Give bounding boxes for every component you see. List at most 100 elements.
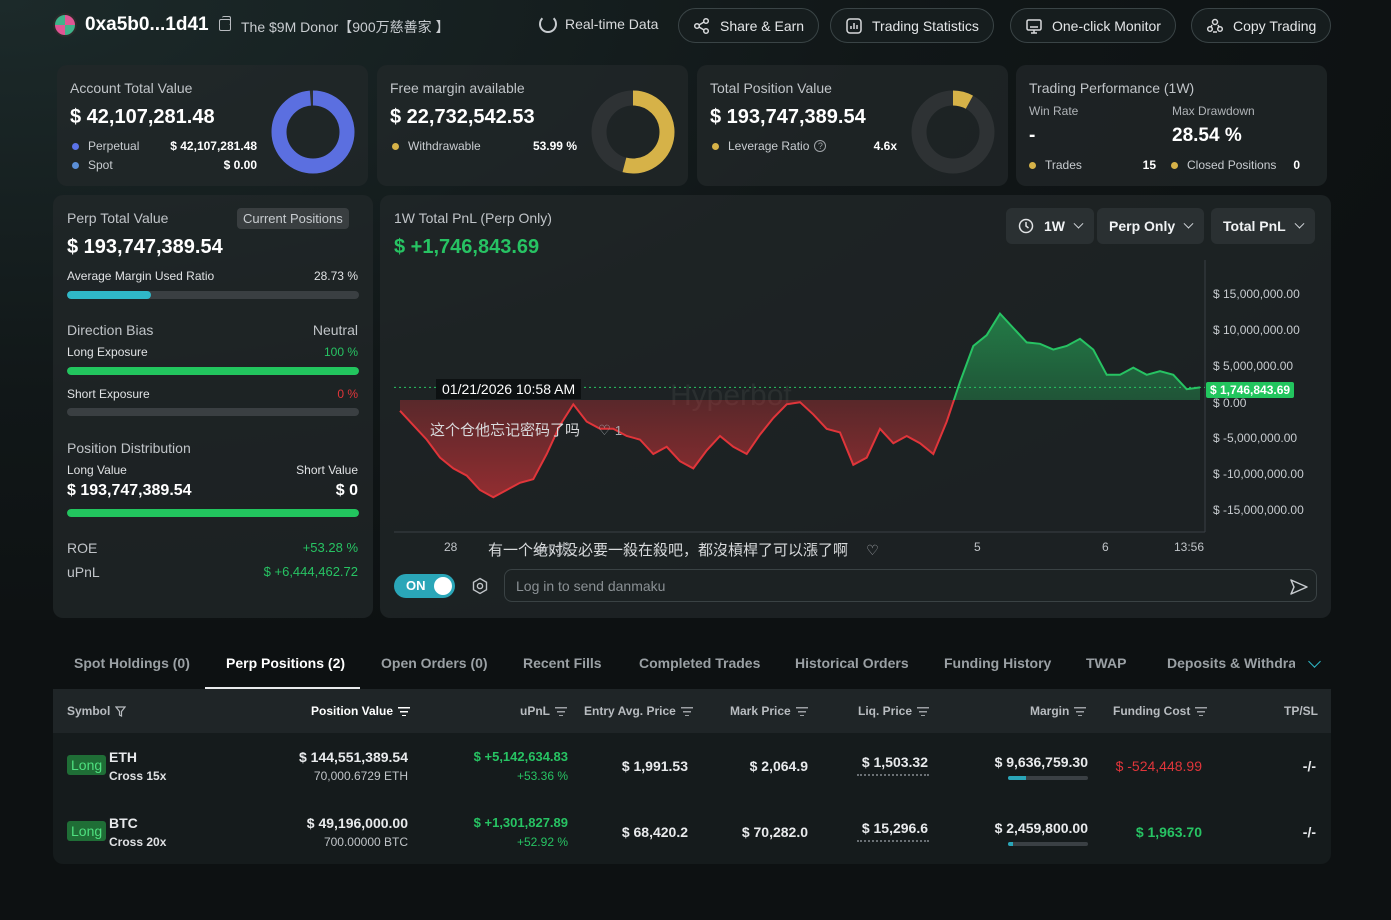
upnl-label: uPnL <box>67 564 100 580</box>
tab-funding-history[interactable]: Funding History <box>944 655 1052 671</box>
period-label: 1W <box>1044 218 1065 234</box>
sort-icon[interactable] <box>917 706 930 716</box>
column-label: Mark Price <box>730 704 791 718</box>
sort-icon[interactable] <box>555 706 567 716</box>
account-total-value: $ 42,107,281.48 <box>70 106 215 128</box>
position-donut-chart <box>911 90 995 174</box>
table-header: Symbol Position Value uPnL Entry Avg. Pr… <box>53 689 1331 733</box>
tab-completed-trades[interactable]: Completed Trades <box>639 655 761 671</box>
closed-positions-legend: Closed Positions <box>1171 158 1276 172</box>
chevron-down-icon[interactable] <box>1308 655 1321 668</box>
symbol[interactable]: BTC <box>109 815 138 831</box>
position-size: 700.00000 BTC <box>323 835 408 849</box>
short-exposure-value: 0 % <box>337 387 358 401</box>
toggle-label: ON <box>406 578 426 593</box>
column-entry-price[interactable]: Entry Avg. Price <box>584 704 693 718</box>
tab-spot-holdings[interactable]: Spot Holdings (0) <box>74 655 190 671</box>
column-symbol[interactable]: Symbol <box>67 704 127 718</box>
entry-price: $ 1,991.53 <box>621 758 688 774</box>
closed-positions-value: 0 <box>1293 158 1300 172</box>
symbol[interactable]: ETH <box>109 749 137 765</box>
margin-mode: Cross 20x <box>109 835 167 849</box>
column-position-value[interactable]: Position Value <box>311 704 411 718</box>
statistics-icon <box>846 17 862 34</box>
positions-table: Symbol Position Value uPnL Entry Avg. Pr… <box>53 689 1331 864</box>
tab-open-orders[interactable]: Open Orders (0) <box>381 655 488 671</box>
danmaku-likes: 1 <box>614 423 623 438</box>
margin-donut-chart <box>591 90 675 174</box>
info-icon[interactable]: ? <box>814 140 827 152</box>
metric-select[interactable]: Total PnL <box>1211 208 1315 244</box>
period-select[interactable]: 1W <box>1006 208 1094 244</box>
upnl: $ +5,142,634.83 <box>473 749 568 764</box>
y-tick: $ 5,000,000.00 <box>1213 359 1294 373</box>
danmaku-toggle[interactable]: ON <box>394 574 455 598</box>
one-click-monitor-button[interactable]: One-click Monitor <box>1010 8 1176 43</box>
tpsl[interactable]: -/- <box>1302 758 1316 774</box>
mark-price: $ 70,282.0 <box>741 824 808 840</box>
chevron-down-icon <box>1073 218 1084 229</box>
account-total-title: Account Total Value <box>70 80 193 96</box>
copy-trading-button[interactable]: Copy Trading <box>1191 8 1332 43</box>
distribution-bar <box>67 509 359 517</box>
column-margin[interactable]: Margin <box>1030 704 1087 718</box>
filter-icon[interactable] <box>115 705 127 717</box>
tab-perp-positions[interactable]: Perp Positions (2) <box>226 655 346 671</box>
short-exposure-label: Short Exposure <box>67 387 150 401</box>
heart-icon[interactable]: ♡ <box>866 542 879 558</box>
column-label: Position Value <box>311 704 394 718</box>
tab-deposits-withdraw[interactable]: Deposits & Withdraw <box>1167 655 1295 671</box>
sort-icon[interactable] <box>1074 706 1087 716</box>
gear-icon[interactable] <box>471 577 489 595</box>
danmaku-message: 有一个绝对没必要一殺在殺吧，都沒槓桿了可以漲了啊 ♡ <box>488 539 879 560</box>
y-tick: $ -5,000,000.00 <box>1213 431 1298 445</box>
spot-value: $ 0.00 <box>223 158 257 172</box>
column-funding-cost[interactable]: Funding Cost <box>1113 704 1208 718</box>
wallet-address[interactable]: 0xa5b0...1d41 <box>85 14 209 35</box>
pnl-area-negative <box>400 400 1200 498</box>
trading-statistics-button[interactable]: Trading Statistics <box>830 8 994 43</box>
direction-bias-value: Neutral <box>312 322 358 338</box>
y-tick: $ -15,000,000.00 <box>1213 503 1304 517</box>
entry-price: $ 68,420.2 <box>621 824 688 840</box>
long-exposure-fill <box>67 367 359 375</box>
leverage-legend: Leverage Ratio? <box>712 139 827 153</box>
tab-recent-fills[interactable]: Recent Fills <box>523 655 602 671</box>
pnl-area-chart[interactable]: Hyperbot <box>380 260 1331 560</box>
sort-icon[interactable] <box>1195 706 1208 716</box>
share-earn-label: Share & Earn <box>720 17 805 34</box>
margin-mode: Cross 15x <box>109 769 167 783</box>
heart-icon[interactable]: ♡ <box>598 422 611 438</box>
tpsl[interactable]: -/- <box>1302 824 1316 840</box>
sort-icon[interactable] <box>795 706 808 716</box>
total-position-card: Total Position Value $ 193,747,389.54 Le… <box>697 65 1008 186</box>
side-badge: Long <box>67 821 107 841</box>
column-label: Liq. Price <box>858 704 913 718</box>
chevron-down-icon <box>1294 218 1305 229</box>
column-mark-price[interactable]: Mark Price <box>730 704 808 718</box>
margin-bar <box>1008 776 1088 780</box>
long-exposure-bar <box>67 367 359 375</box>
scope-select[interactable]: Perp Only <box>1097 208 1205 244</box>
withdrawable-legend: Withdrawable <box>392 139 481 153</box>
sort-icon[interactable] <box>680 706 693 716</box>
copy-icon[interactable] <box>219 16 231 31</box>
mark-price: $ 2,064.9 <box>749 758 808 774</box>
tab-historical-orders[interactable]: Historical Orders <box>795 655 909 671</box>
danmaku-input[interactable] <box>516 576 1276 596</box>
funding-cost: $ 1,963.70 <box>1135 824 1202 840</box>
leverage-dot <box>712 142 719 150</box>
tab-twap[interactable]: TWAP <box>1086 655 1127 671</box>
trades-dot <box>1029 161 1036 169</box>
column-upnl[interactable]: uPnL <box>520 704 567 718</box>
current-positions-badge[interactable]: Current Positions <box>237 208 349 229</box>
column-liq-price[interactable]: Liq. Price <box>858 704 930 718</box>
margin: $ 9,636,759.30 <box>994 754 1088 770</box>
margin-bar-fill <box>1008 842 1013 846</box>
perpetual-legend: Perpetual <box>72 139 139 153</box>
realtime-data-button[interactable]: Real-time Data <box>539 15 658 33</box>
trades-label: Trades <box>1045 158 1082 172</box>
send-icon[interactable] <box>1288 576 1310 598</box>
sort-icon[interactable] <box>398 706 411 716</box>
share-earn-button[interactable]: Share & Earn <box>678 8 820 43</box>
